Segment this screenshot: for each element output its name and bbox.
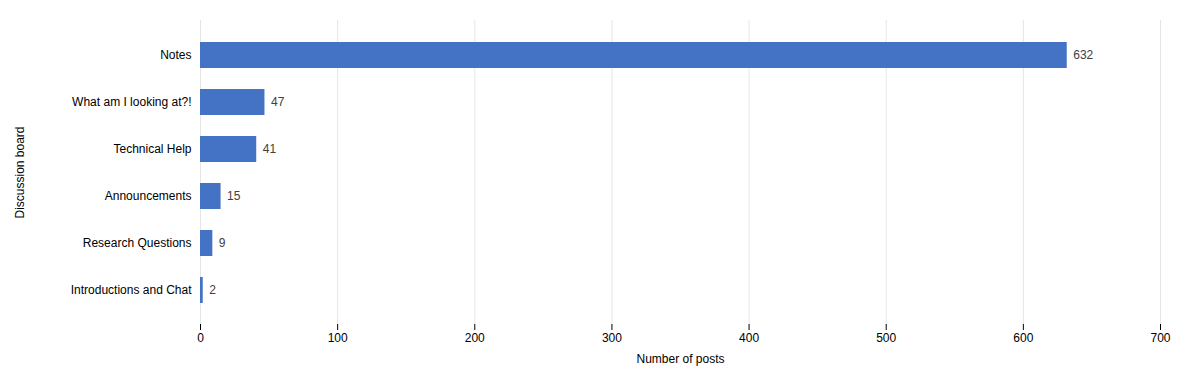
svg-text:2: 2 xyxy=(209,283,216,297)
svg-text:47: 47 xyxy=(271,95,285,109)
svg-text:Number of posts: Number of posts xyxy=(636,352,724,366)
svg-text:500: 500 xyxy=(876,331,896,345)
svg-text:200: 200 xyxy=(465,331,485,345)
svg-text:0: 0 xyxy=(197,331,204,345)
svg-text:Notes: Notes xyxy=(160,48,191,62)
svg-text:Introductions and Chat: Introductions and Chat xyxy=(71,283,192,297)
svg-text:100: 100 xyxy=(328,331,348,345)
svg-text:15: 15 xyxy=(227,189,241,203)
svg-text:600: 600 xyxy=(1013,331,1033,345)
svg-text:300: 300 xyxy=(602,331,622,345)
svg-text:Technical Help: Technical Help xyxy=(113,142,191,156)
svg-text:400: 400 xyxy=(739,331,759,345)
svg-text:Research Questions: Research Questions xyxy=(83,236,192,250)
svg-text:What am I looking at?!: What am I looking at?! xyxy=(72,95,191,109)
svg-text:700: 700 xyxy=(1150,331,1170,345)
svg-text:Announcements: Announcements xyxy=(105,189,192,203)
svg-text:Discussion board: Discussion board xyxy=(13,126,27,218)
svg-text:9: 9 xyxy=(219,236,226,250)
svg-text:41: 41 xyxy=(263,142,277,156)
svg-text:632: 632 xyxy=(1073,48,1093,62)
